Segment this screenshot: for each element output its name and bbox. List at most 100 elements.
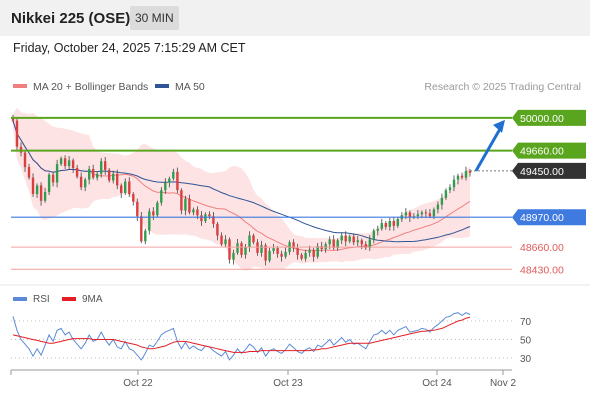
candle-body xyxy=(15,120,19,147)
candle xyxy=(440,193,444,210)
candle-body xyxy=(384,223,387,227)
rsi-tick-label: 30 xyxy=(520,354,532,365)
candle-body xyxy=(216,223,219,236)
candle-body xyxy=(416,214,420,217)
candle xyxy=(228,237,231,264)
target-arrow-head xyxy=(493,119,505,133)
candle-body xyxy=(336,240,339,248)
candle-body xyxy=(248,235,251,248)
candle-body xyxy=(372,230,375,240)
candle xyxy=(208,211,211,220)
candle xyxy=(456,173,460,185)
candle-body xyxy=(51,174,55,183)
candle xyxy=(240,241,243,258)
candle-body xyxy=(120,185,123,194)
x-tick-label: Oct 22 xyxy=(123,378,153,389)
candle-body xyxy=(256,242,259,253)
support-label: 48660.00 xyxy=(520,242,564,254)
timeframe-button[interactable]: 30 MIN xyxy=(130,6,179,30)
candle-body xyxy=(312,250,315,257)
last-price-box xyxy=(512,162,586,179)
candle xyxy=(188,194,191,215)
candle xyxy=(156,200,159,218)
candle-body xyxy=(96,173,99,178)
candle-body xyxy=(332,239,335,249)
x-tick-label: Oct 24 xyxy=(422,378,452,389)
candle-body xyxy=(188,198,191,213)
candle-body xyxy=(164,182,167,191)
candle-body xyxy=(23,152,27,168)
candle-body xyxy=(276,248,279,254)
candle-body xyxy=(280,253,283,257)
datetime-label: Friday, October 24, 2025 7:15:29 AM CET xyxy=(13,41,246,55)
candle xyxy=(372,228,375,244)
resistance-label: 50000.00 xyxy=(520,113,564,125)
candle xyxy=(392,216,395,231)
candle xyxy=(388,217,391,231)
candle xyxy=(336,238,339,251)
candle-body xyxy=(468,170,472,173)
candle xyxy=(252,233,255,245)
candle-body xyxy=(228,239,231,260)
candle-body xyxy=(112,173,115,181)
candle xyxy=(276,246,279,258)
candle xyxy=(292,239,295,252)
candle-body xyxy=(124,181,127,194)
candle xyxy=(340,232,343,245)
candle-body xyxy=(392,221,395,226)
level-resistance: 49660.00 xyxy=(11,142,586,159)
candle-body xyxy=(35,185,39,195)
candle-body xyxy=(296,248,299,255)
candle-body xyxy=(88,169,91,180)
candle xyxy=(180,188,183,215)
candle-body xyxy=(196,209,199,216)
candle-body xyxy=(160,190,163,203)
level-last: 49450.00 xyxy=(470,162,586,179)
pivot-label: 48970.00 xyxy=(520,212,564,224)
rsi-swatch xyxy=(13,297,27,301)
candle-body xyxy=(284,251,287,257)
candle xyxy=(344,231,347,247)
candle xyxy=(104,156,107,175)
support-label: 48430.00 xyxy=(520,264,564,276)
level-support: 48430.00 xyxy=(11,264,564,276)
candle xyxy=(148,208,151,235)
candle-body xyxy=(328,239,331,245)
candle xyxy=(296,243,299,260)
candle-body xyxy=(75,168,79,177)
ma50-legend-label: MA 50 xyxy=(175,81,205,93)
candle-body xyxy=(440,197,444,205)
x-tick-label: Nov 2 xyxy=(490,378,517,389)
candle-body xyxy=(212,216,215,224)
candle-body xyxy=(260,245,263,253)
candle-body xyxy=(268,251,271,261)
candle xyxy=(280,250,283,262)
candle-body xyxy=(63,158,67,166)
candle-body xyxy=(436,204,440,210)
candle-body xyxy=(67,160,71,167)
main-legend: MA 20 + Bollinger Bands MA 50 Research ©… xyxy=(13,81,581,93)
resistance-label-box xyxy=(512,142,586,159)
candle xyxy=(79,172,83,191)
candle-body xyxy=(108,169,111,181)
candle-body xyxy=(464,170,468,178)
candle-body xyxy=(148,211,151,231)
candle xyxy=(436,201,440,214)
candle xyxy=(268,247,271,263)
candle-body xyxy=(316,246,319,257)
candle-body xyxy=(27,167,31,178)
candle xyxy=(364,241,367,250)
rsi-plot: 70 50 30 xyxy=(11,312,532,365)
candle-body xyxy=(244,247,247,255)
candle xyxy=(176,167,179,194)
resistance-label-box xyxy=(512,109,586,126)
rsi-ma-line xyxy=(12,316,471,353)
candle-body xyxy=(79,176,83,188)
candle xyxy=(108,167,111,183)
candle-body xyxy=(428,213,432,217)
candle-body xyxy=(380,223,383,229)
candle-body xyxy=(128,181,131,194)
candle xyxy=(312,248,315,262)
candle-body xyxy=(236,243,239,253)
